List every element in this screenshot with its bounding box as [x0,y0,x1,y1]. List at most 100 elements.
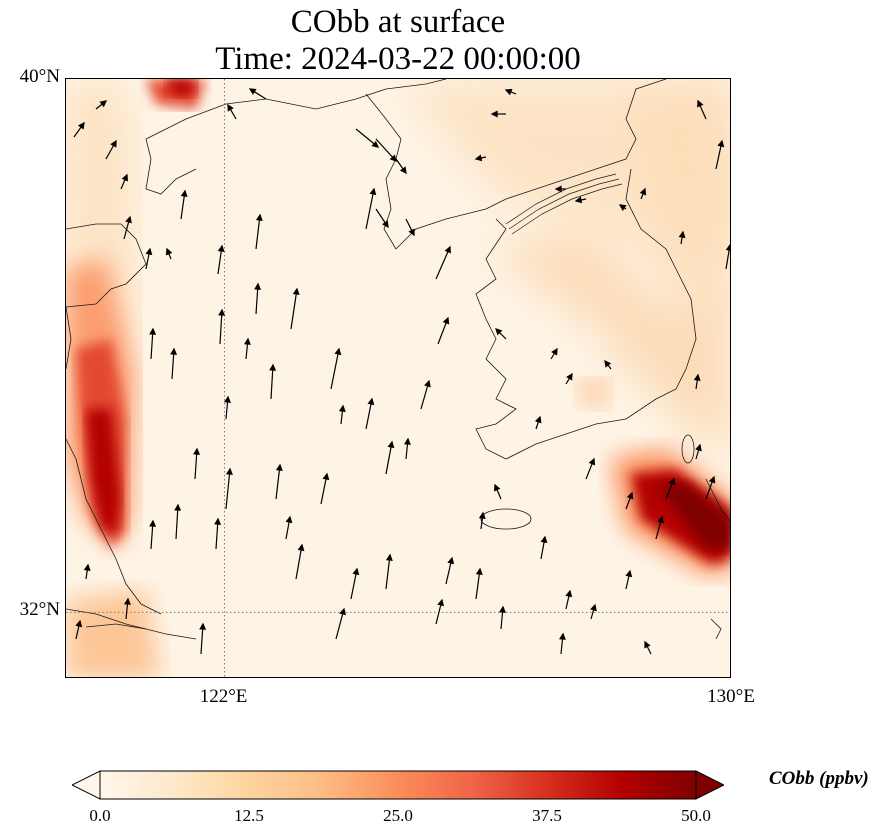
wind-arrow [585,457,596,480]
colorbar-extend-max [695,770,726,800]
wind-arrow [665,477,676,500]
wind-arrow [75,619,83,640]
colorbar-tick-label: 37.5 [532,806,562,825]
gridlines [66,79,730,677]
wind-arrow [499,605,506,630]
wind-arrow [540,535,548,560]
wind-arrow [475,567,483,600]
lat-label-40n: 40°N [19,66,60,87]
wind-arrow [227,103,237,120]
wind-arrow [295,543,305,580]
wind-arrow [255,213,263,250]
wind-arrow [355,128,380,148]
wind-arrow [554,185,566,193]
wind-arrow [403,437,411,460]
wind-arrow [269,363,277,400]
wind-arrow [73,121,85,138]
wind-arrow [495,328,507,340]
wind-arrow [275,463,283,500]
wind-arrow [437,316,450,345]
wind-arrow [474,154,487,162]
wind-arrow [290,287,300,330]
wind-arrow [490,110,506,118]
wind-arrow [697,99,707,120]
wind-arrow [590,603,597,620]
wind-arrow [217,244,225,275]
wind-arrow [405,218,415,237]
lon-label-122e: 122°E [199,686,248,707]
wind-arrow [365,397,375,430]
wind-arrow [320,472,330,505]
wind-arrow [199,622,207,655]
wind-arrow [625,569,633,590]
wind-arrow [248,88,267,100]
wind-arrow [149,327,157,360]
wind-arrow [243,337,251,360]
wind-arrow [395,158,407,175]
concentration-field [66,79,730,677]
wind-arrow [618,204,627,211]
wind-arrow [385,440,395,475]
wind-arrow [365,187,377,230]
wind-arrow [534,415,542,430]
wind-arrow [604,359,612,370]
wind-arrow [565,589,573,610]
wind-arrow [335,607,346,640]
map-title-line-1: CObb at surface [290,4,506,40]
wind-arrow [330,347,342,390]
wind-arrow [678,230,686,245]
wind-arrow [350,567,360,600]
wind-arrow [218,308,226,345]
wind-arrow [705,475,716,500]
wind-arrow [225,467,233,510]
wind-arrow [725,243,730,270]
wind-arrow [174,503,182,540]
colorbar-tick-label: 25.0 [383,806,413,825]
wind-arrow [149,519,157,550]
wind-arrow [170,347,178,380]
wind-arrow [693,373,701,390]
wind-arrow [504,88,517,96]
colorbar [70,770,726,805]
wind-arrow [639,187,647,200]
wind-arrow [254,282,262,315]
wind-arrow [375,208,389,229]
wind-arrow [95,100,108,110]
wind-arrow [375,138,397,162]
wind-arrow [224,395,231,420]
map-title-line-2: Time: 2024-03-22 00:00:00 [215,41,581,77]
map-panel [65,78,731,678]
wind-arrow [105,139,117,160]
wind-arrow [435,598,445,625]
wind-arrow [574,196,587,204]
wind-arrow [123,597,131,620]
wind-arrow [145,247,153,270]
wind-arrow [165,247,173,260]
lat-label-32n: 32°N [19,599,60,621]
wind-arrow [695,443,702,460]
colorbar-bar [70,770,726,800]
colorbar-gradient [99,770,697,800]
colorbar-tick-label: 12.5 [234,806,264,825]
wind-arrow [715,139,725,170]
colorbar-extend-min [70,770,101,800]
wind-arrow [565,372,573,385]
wind-arrow [655,515,664,540]
wind-arrow [214,517,222,550]
wind-arrow [83,563,91,580]
wind-arrow [435,245,451,280]
wind-arrow [123,215,132,240]
map-canvas [66,79,730,677]
wind-arrow [285,515,293,540]
wind-arrow [558,632,566,655]
wind-arrow [644,640,652,655]
colorbar-tick-label: 0.0 [89,806,111,825]
wind-arrow [120,173,128,190]
lon-label-130e: 130°E [707,686,755,707]
wind-vectors [73,88,730,655]
colorbar-tick-label: 50.0 [681,806,711,825]
wind-arrow [338,404,346,425]
colorbar-label: CObb (ppbv) [769,768,869,789]
wind-arrow [550,347,558,360]
wind-arrow [385,553,393,590]
